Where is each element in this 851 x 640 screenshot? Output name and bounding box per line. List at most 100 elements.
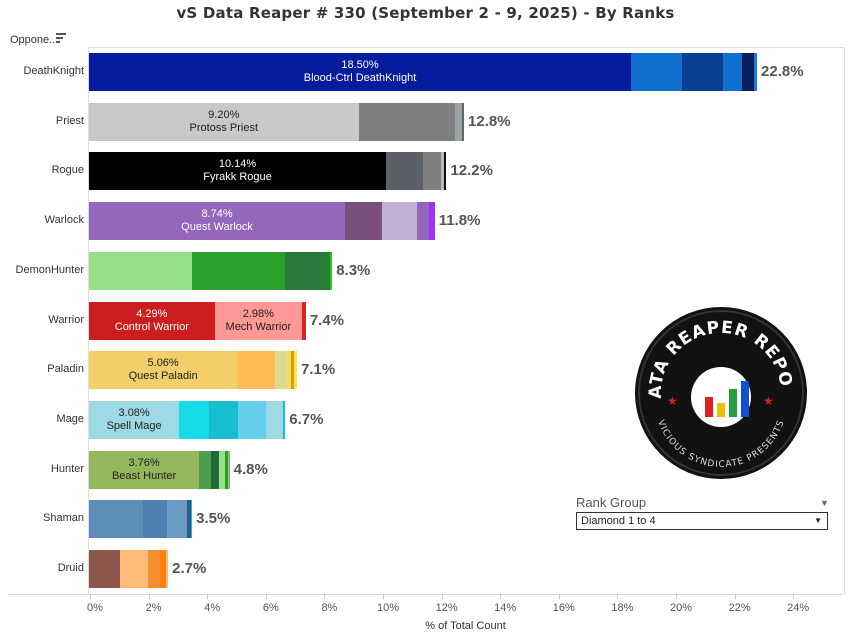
bar-segment[interactable]: [723, 53, 743, 91]
bar-segment[interactable]: [237, 400, 266, 439]
rank-group-select[interactable]: Diamond 1 to 4 ▼: [576, 512, 828, 530]
bar-segment[interactable]: [742, 53, 755, 91]
bar-segment[interactable]: [302, 301, 306, 340]
bar-segment[interactable]: [191, 251, 286, 290]
bar-deathknight[interactable]: 18.50% Blood-Ctrl DeathKnight: [89, 53, 758, 91]
bar-segment[interactable]: [381, 202, 418, 241]
bar-segment[interactable]: [283, 400, 286, 439]
bar-priest[interactable]: 9.20% Protoss Priest: [89, 102, 465, 141]
bar-segment[interactable]: [754, 53, 758, 91]
segment-percent: 9.20%: [208, 108, 240, 121]
bar-warrior[interactable]: 4.29% Control Warrior 2.98% Mech Warrior: [89, 301, 306, 340]
x-tick-label: 18%: [611, 602, 634, 614]
bar-segment[interactable]: [120, 550, 149, 588]
sort-icon[interactable]: [56, 33, 66, 45]
bar-segment[interactable]: [143, 500, 168, 539]
bar-segment[interactable]: [224, 450, 228, 489]
svg-text:★: ★: [763, 394, 774, 408]
segment-percent: 8.74%: [201, 208, 233, 221]
x-tick-label: 0%: [87, 602, 103, 614]
bar-segment[interactable]: [208, 400, 238, 439]
bar-segment[interactable]: [285, 251, 327, 290]
bar-segment[interactable]: [291, 351, 295, 390]
bar-segment[interactable]: [455, 102, 462, 141]
bar-segment[interactable]: [148, 550, 160, 588]
segment-label: 5.06% Quest Paladin: [89, 351, 237, 389]
bar-segment[interactable]: [330, 251, 333, 290]
bar-segment[interactable]: [166, 550, 169, 588]
bar-segment[interactable]: [89, 53, 632, 91]
bar-segment[interactable]: [89, 400, 180, 439]
segment-percent: 4.29%: [136, 307, 168, 320]
bar-segment[interactable]: [89, 202, 346, 241]
bar-segment[interactable]: [294, 351, 298, 390]
bar-paladin[interactable]: 5.06% Quest Paladin: [89, 351, 298, 390]
bar-segment[interactable]: [199, 450, 211, 489]
bar-segment[interactable]: [440, 152, 444, 191]
bar-total-label: 7.4%: [309, 311, 345, 329]
bar-druid[interactable]: [89, 550, 169, 588]
bar-segment[interactable]: [190, 500, 193, 539]
x-tick-mark: [90, 594, 91, 599]
x-tick-label: 10%: [376, 602, 400, 614]
x-tick-label: 2%: [145, 602, 162, 614]
bar-segment[interactable]: [89, 450, 200, 489]
bar-rogue[interactable]: 10.14% Fyrakk Rogue: [89, 152, 447, 191]
bar-segment[interactable]: [179, 400, 209, 439]
bar-segment[interactable]: [631, 53, 683, 91]
bar-mage[interactable]: 3.08% Spell Mage: [89, 400, 286, 439]
row-label: Hunter: [50, 462, 84, 475]
segment-label: 2.98% Mech Warrior: [215, 302, 302, 340]
bar-segment[interactable]: [89, 301, 215, 340]
bar-segment[interactable]: [358, 102, 456, 141]
x-tick-label: 22%: [728, 602, 751, 614]
x-tick-mark: [676, 594, 677, 599]
bar-segment[interactable]: [345, 202, 382, 241]
bar-segment[interactable]: [443, 152, 447, 191]
row-label: Rogue: [51, 164, 84, 177]
bar-segment[interactable]: [422, 152, 441, 191]
bar-segment[interactable]: [210, 450, 220, 489]
bar-segment[interactable]: [275, 351, 288, 390]
bar-segment[interactable]: [265, 400, 284, 439]
bar-warlock[interactable]: 8.74% Quest Warlock: [89, 202, 435, 241]
bar-segment[interactable]: [326, 251, 331, 290]
segment-percent: 3.08%: [118, 406, 150, 419]
bar-shaman[interactable]: [89, 500, 193, 539]
bar-hunter[interactable]: 3.76% Beast Hunter: [89, 450, 230, 489]
bar-segment[interactable]: [227, 450, 230, 489]
bar-segment[interactable]: [167, 500, 188, 539]
bar-segment[interactable]: [461, 102, 465, 141]
bar-segment[interactable]: [682, 53, 724, 91]
segment-archetype: Quest Warlock: [181, 221, 253, 234]
row-label: DeathKnight: [23, 65, 84, 77]
segment-label: 18.50% Blood-Ctrl DeathKnight: [89, 53, 631, 91]
bar-segment[interactable]: [89, 351, 238, 390]
rank-group-value: Diamond 1 to 4: [581, 515, 656, 527]
segment-percent: 18.50%: [341, 59, 379, 71]
bar-segment[interactable]: [417, 202, 429, 241]
bar-segment[interactable]: [89, 550, 121, 588]
bar-segment[interactable]: [386, 152, 423, 191]
bar-total-label: 12.8%: [468, 112, 511, 130]
bar-segment[interactable]: [89, 251, 192, 290]
y-axis-header[interactable]: Oppone..: [10, 34, 56, 46]
bar-segment[interactable]: [287, 351, 292, 390]
bar-total-label: 22.8%: [761, 63, 804, 80]
bar-segment[interactable]: [428, 202, 435, 241]
bar-segment[interactable]: [187, 500, 191, 539]
x-tick-label: 24%: [787, 602, 810, 614]
bar-segment[interactable]: [237, 351, 276, 390]
chevron-down-icon: ▼: [814, 516, 822, 525]
bar-segment[interactable]: [89, 102, 359, 141]
bar-segment[interactable]: [219, 450, 225, 489]
bar-segment[interactable]: [159, 550, 167, 588]
bar-segment[interactable]: [89, 500, 144, 539]
bar-demonhunter[interactable]: [89, 251, 333, 290]
segment-percent: 3.76%: [128, 456, 160, 469]
bar-segment[interactable]: [89, 152, 387, 191]
rank-group-menu-icon[interactable]: ▼: [820, 498, 829, 508]
x-tick-label: 6%: [262, 602, 279, 614]
bar-total-label: 3.5%: [196, 510, 231, 528]
bar-segment[interactable]: [214, 301, 302, 340]
